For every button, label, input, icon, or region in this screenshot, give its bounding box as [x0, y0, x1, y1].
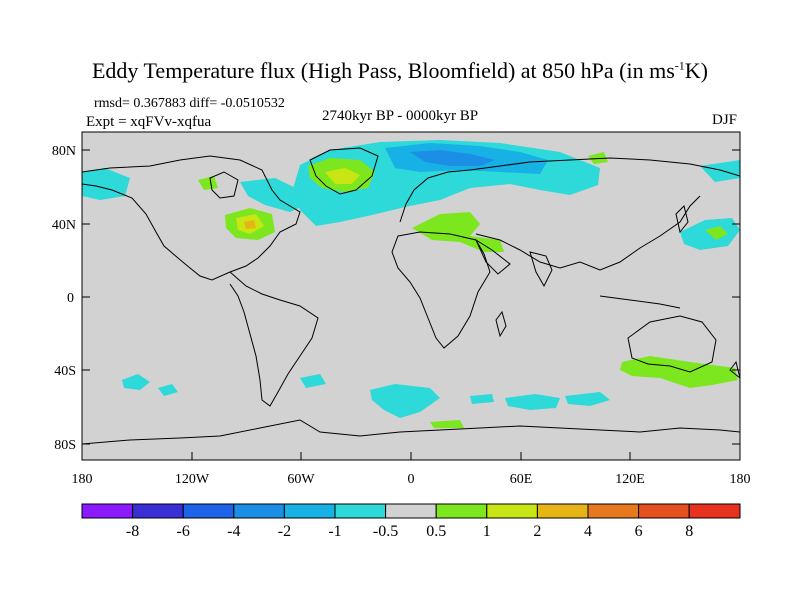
title-main: Eddy Temperature flux (High Pass, Bloomf… [91, 58, 675, 83]
madagascar-coast [495, 310, 507, 338]
south-pacific-negative-1 [122, 374, 150, 390]
india-coast [529, 251, 553, 288]
hudson-bay-coast [209, 171, 239, 199]
rmsd-diff-stats: rmsd= 0.367883 diff= -0.0510532 [94, 96, 285, 111]
us-east-positive-peak [244, 220, 256, 229]
indonesia-coast [599, 295, 681, 309]
coastlines [82, 147, 740, 445]
arabia-coast [474, 238, 511, 275]
antarctic-coast-positive [430, 420, 464, 428]
arctic-rim-negative [700, 160, 740, 182]
y-tick-label-40n: 40N [52, 218, 76, 233]
australia-coast [627, 315, 717, 373]
period-label: 2740kyr BP - 0000kyr BP [322, 108, 479, 124]
y-tick-label-0: 0 [67, 291, 74, 306]
mediterranean-positive-region [412, 212, 504, 252]
colorbar-box-6 [334, 503, 387, 519]
colorbar-box-7 [385, 503, 437, 519]
north-pacific-positive-hole [705, 226, 728, 240]
africa-coast [391, 231, 491, 349]
southern-ocean-negative-3 [470, 394, 494, 404]
colorbar-label: 0.5 [426, 523, 446, 540]
colorbar-label: -6 [177, 523, 190, 540]
colorbar-box-11 [587, 503, 640, 519]
colorbar-label: -1 [328, 523, 341, 540]
colorbar-labels: -8 -6 -4 -2 -1 -0.5 0.5 1 2 4 6 8 [126, 523, 693, 540]
colorbar-box-1 [81, 503, 134, 519]
south-atlantic-negative-1 [370, 384, 440, 418]
x-tick-label-120w: 120W [175, 472, 210, 487]
colorbar-box-10 [536, 503, 589, 519]
colorbar-label: 2 [533, 523, 541, 540]
x-tick-label-180e: 180 [730, 472, 751, 487]
colorbar-box-5 [283, 503, 336, 519]
canada-negative-region [240, 178, 305, 212]
y-tick-label-80n: 80N [52, 144, 76, 159]
greenland-coast [309, 147, 379, 195]
colorbar-box-3 [182, 503, 235, 519]
x-tick-label-0: 0 [408, 472, 415, 487]
title-tail: K) [684, 58, 708, 83]
x-tick-labels: 180 120W 60W 0 60E 120E 180 [72, 472, 751, 487]
south-atlantic-negative-2 [300, 374, 326, 388]
title-superscript: -1 [674, 58, 685, 73]
colorbar-box-13 [688, 503, 741, 519]
japan-coast [675, 205, 689, 234]
western-canada-positive [198, 176, 218, 190]
colorbar-label: -2 [278, 523, 291, 540]
colorbar-box-12 [638, 503, 690, 519]
anomaly-fields [82, 140, 740, 428]
colorbar-label: 8 [685, 523, 693, 540]
y-tick-label-80s: 80S [54, 438, 76, 453]
antarctica-coast [82, 419, 740, 445]
season-label: DJF [712, 112, 738, 128]
colorbar-box-9 [486, 503, 538, 519]
colorbar-label: 1 [483, 523, 491, 540]
colorbar-box-4 [233, 503, 285, 519]
colorbar-box-8 [435, 503, 488, 519]
x-tick-label-180w: 180 [72, 472, 93, 487]
eurasia-coast [399, 157, 740, 223]
y-tick-label-40s: 40S [54, 364, 76, 379]
asia-south-coast [475, 195, 701, 271]
y-tick-labels: 80N 40N 0 40S 80S [52, 144, 76, 453]
barents-negative-strong [410, 150, 495, 166]
north-america-coast [82, 155, 301, 281]
colorbar-label: -4 [227, 523, 240, 540]
x-tick-label-60w: 60W [287, 472, 315, 487]
south-america-coast [229, 271, 319, 407]
southern-ocean-negative-2 [565, 392, 610, 406]
colorbar-label: -0.5 [373, 523, 398, 540]
siberia-positive [588, 152, 608, 164]
chart-title: Eddy Temperature flux (High Pass, Bloomf… [0, 58, 800, 84]
colorbar-box-2 [132, 503, 184, 519]
x-tick-label-60e: 60E [510, 472, 533, 487]
x-tick-label-120e: 120E [615, 472, 645, 487]
greenland-positive-core [325, 168, 360, 184]
experiment-label: Expt = xqFVv-xqfua [86, 114, 212, 130]
x-axis [81, 452, 741, 460]
south-pacific-negative-2 [158, 384, 178, 396]
colorbar-label: 6 [635, 523, 643, 540]
y-axis [82, 149, 740, 445]
colorbar-label: -8 [126, 523, 139, 540]
southern-ocean-negative-1 [505, 394, 560, 410]
colorbar [81, 503, 741, 519]
colorbar-label: 4 [584, 523, 592, 540]
